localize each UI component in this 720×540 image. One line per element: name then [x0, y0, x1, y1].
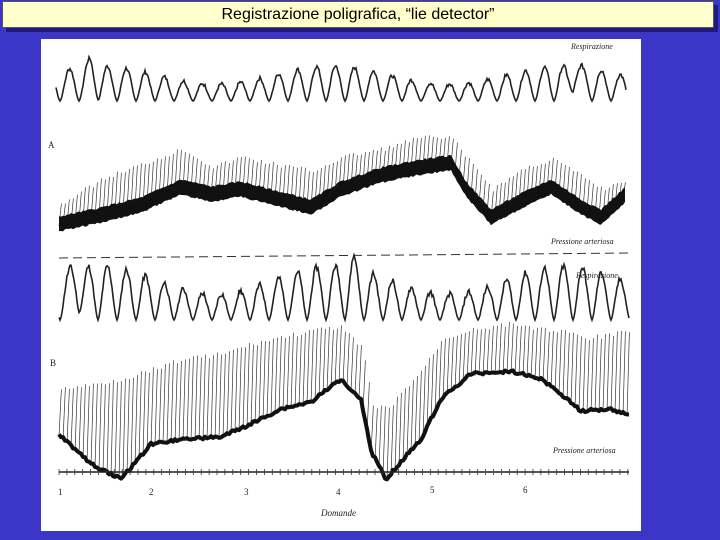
- panel-b-pressure-mean: [57, 368, 630, 482]
- panel-a-pressure-label: Pressione arteriosa: [550, 237, 614, 246]
- panel-b-letter: B: [50, 358, 56, 368]
- polygraph-drawing: Respirazione A Pressione arteriosa Respi…: [48, 42, 632, 518]
- panel-separator: [58, 252, 632, 259]
- polygraph-figure: Respirazione A Pressione arteriosa Respi…: [41, 39, 641, 531]
- question-tick-5: 5: [430, 485, 435, 495]
- panel-b-pressure-oscillation: [58, 321, 630, 481]
- question-tick-6: 6: [523, 485, 528, 495]
- panel-a-respiration-trace: [55, 54, 627, 103]
- question-tick-1: 1: [58, 487, 63, 497]
- panel-a-pressure-oscillation: [58, 135, 626, 227]
- panel-a-letter: A: [48, 140, 55, 150]
- panel-b-respiration-label: Respirazione: [575, 271, 618, 280]
- panel-a-respiration-label: Respirazione: [570, 42, 613, 51]
- question-tick-3: 3: [244, 487, 249, 497]
- slide-title-bar: Registrazione poligrafica, “lie detector…: [2, 1, 714, 28]
- panel-a-pressure-band: [59, 154, 625, 232]
- question-tick-4: 4: [336, 487, 341, 497]
- question-axis-ticks: [58, 469, 629, 475]
- question-axis-label: Domande: [320, 508, 356, 518]
- slide-title: Registrazione poligrafica, “lie detector…: [221, 5, 495, 23]
- panel-b-respiration-trace: [58, 252, 630, 323]
- panel-b-pressure-label: Pressione arteriosa: [552, 446, 616, 455]
- question-tick-2: 2: [149, 487, 154, 497]
